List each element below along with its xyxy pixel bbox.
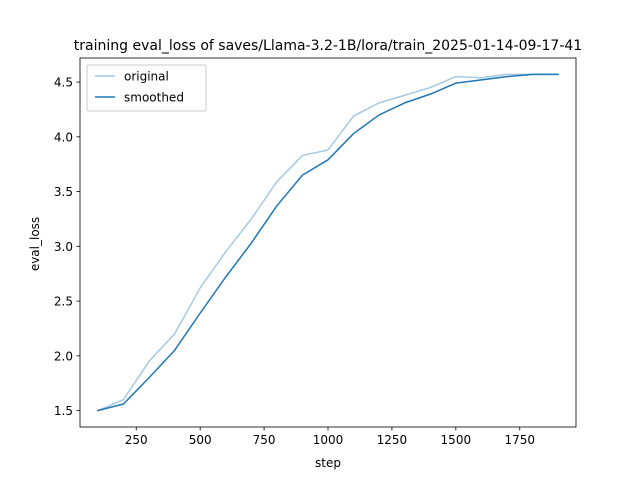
x-tick-label: 1000 (313, 433, 344, 447)
x-tick-label: 1750 (504, 433, 535, 447)
legend: original smoothed (86, 64, 207, 112)
y-tick-label: 4.5 (54, 76, 73, 90)
legend-label-original: original (124, 70, 169, 84)
legend-label-smoothed: smoothed (124, 91, 184, 105)
x-tick-label: 250 (125, 433, 148, 447)
series-line-smoothed (96, 73, 559, 412)
plot-area: 250 500 750 1000 1250 1500 1750 1.5 2.0 2.5 3.0 3.5… (54, 57, 577, 447)
legend-box (86, 64, 207, 112)
y-tick-label: 1.5 (54, 404, 73, 418)
x-tick-label: 1500 (441, 433, 472, 447)
y-tick-label: 3.0 (54, 240, 73, 254)
x-axis-label: step (315, 456, 341, 470)
y-tick-label: 3.5 (54, 185, 73, 199)
y-tick-label: 2.5 (54, 295, 73, 309)
x-tick-label: 750 (253, 433, 276, 447)
y-axis-label: eval_loss (28, 217, 42, 271)
y-tick-label: 2.0 (54, 349, 73, 363)
chart-title: training eval_loss of saves/Llama-3.2-1B… (74, 38, 582, 54)
x-tick-label: 500 (189, 433, 212, 447)
x-tick-label: 1250 (377, 433, 408, 447)
y-tick-label: 4.0 (54, 130, 73, 144)
series-line-original (96, 73, 559, 412)
